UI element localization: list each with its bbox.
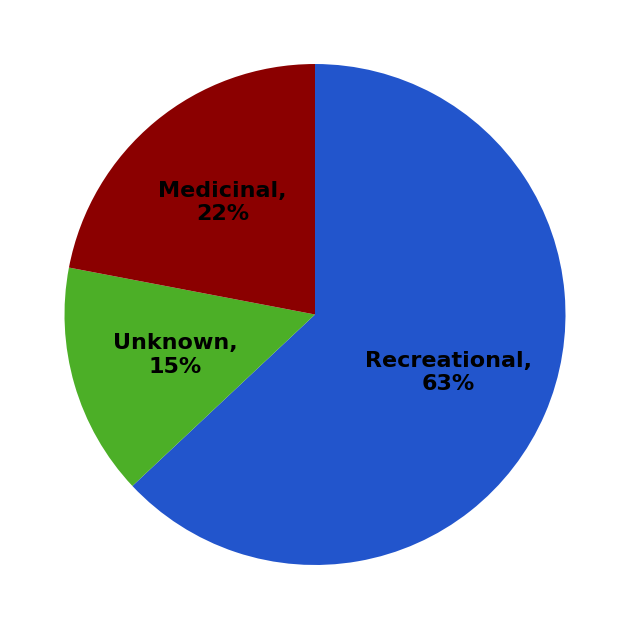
Wedge shape [64,267,315,486]
Text: Unknown,
15%: Unknown, 15% [113,333,238,377]
Text: Recreational,
63%: Recreational, 63% [365,350,532,394]
Wedge shape [132,64,566,565]
Wedge shape [69,64,315,314]
Text: Medicinal,
22%: Medicinal, 22% [158,181,287,224]
